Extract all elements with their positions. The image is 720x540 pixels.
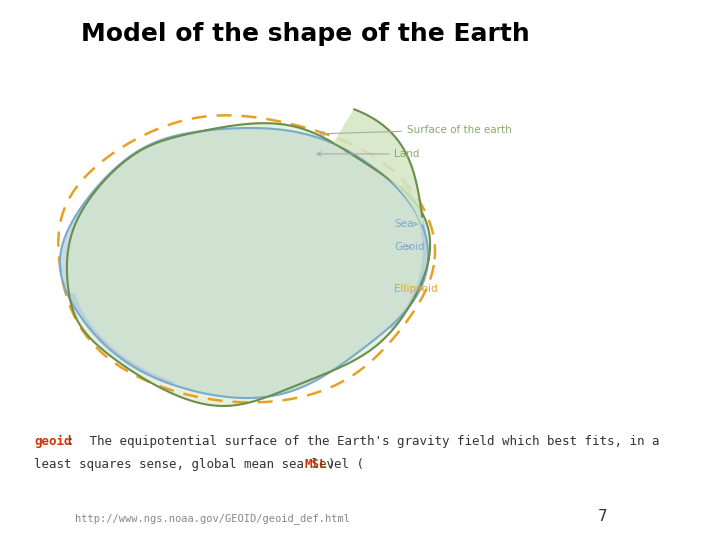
Polygon shape <box>70 294 174 385</box>
Text: least squares sense, global mean sea level (: least squares sense, global mean sea lev… <box>35 458 364 471</box>
Text: 7: 7 <box>598 509 607 524</box>
Text: geoid: geoid <box>35 435 72 448</box>
Text: Land: Land <box>317 149 420 159</box>
Polygon shape <box>390 185 426 328</box>
Text: Sea: Sea <box>395 219 417 229</box>
Text: Surface of the earth: Surface of the earth <box>320 125 511 136</box>
Text: Geoid: Geoid <box>395 242 425 252</box>
Text: :  The equipotential surface of the Earth's gravity field which best fits, in a: : The equipotential surface of the Earth… <box>67 435 660 448</box>
Text: Model of the shape of the Earth: Model of the shape of the Earth <box>81 22 530 45</box>
Text: MSL: MSL <box>305 458 328 471</box>
Text: http://www.ngs.noaa.gov/GEOID/geoid_def.html: http://www.ngs.noaa.gov/GEOID/geoid_def.… <box>75 513 350 524</box>
Text: ): ) <box>328 458 336 471</box>
Polygon shape <box>335 110 422 224</box>
Polygon shape <box>60 128 428 398</box>
Polygon shape <box>67 123 430 406</box>
Text: Ellipsoid: Ellipsoid <box>395 284 438 294</box>
